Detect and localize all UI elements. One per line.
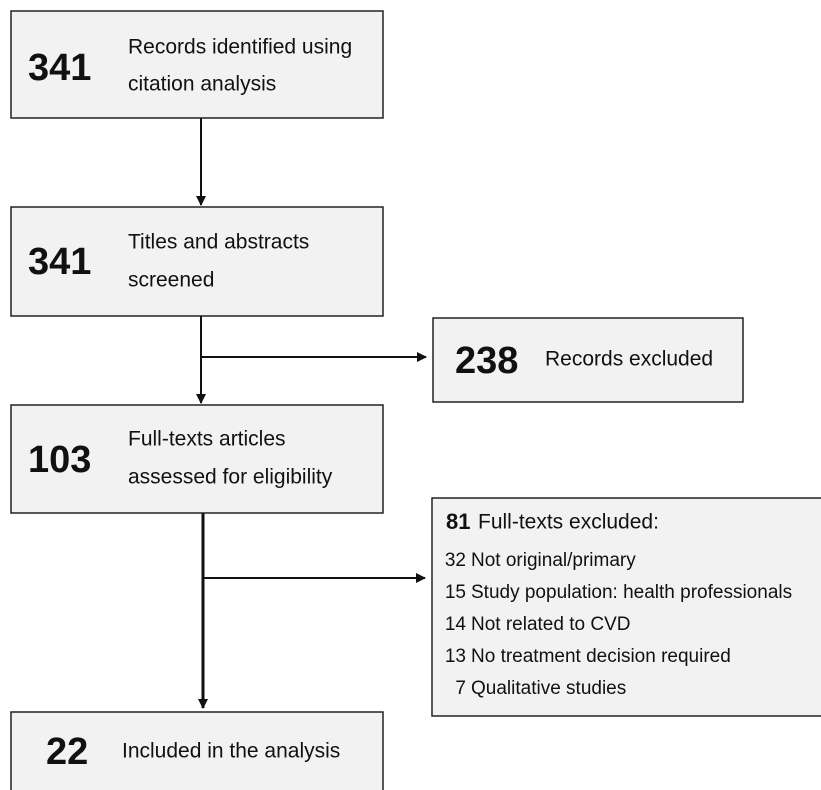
excluded-box: 238 Records excluded: [432, 317, 744, 403]
reason-label: Study population: health professionals: [471, 582, 792, 603]
reason-label: Not related to CVD: [471, 614, 630, 635]
reason-label: No treatment decision required: [471, 646, 731, 667]
box-frame: [10, 206, 384, 317]
box-frame: [432, 317, 744, 403]
box-frame: [431, 497, 821, 717]
box-label: citation analysis: [128, 73, 276, 96]
excluded-box: 81 Full-texts excluded: 32 Not original/p…: [431, 497, 821, 717]
box-label: Records identified using: [128, 36, 352, 59]
box-frame: [10, 10, 384, 119]
reason-label: Not original/primary: [471, 550, 636, 571]
box: 22 Included in the analysis: [10, 711, 384, 790]
box: 341 Titles and abstracts screened: [10, 206, 384, 317]
box-label: assessed for eligibility: [128, 466, 333, 489]
box-label: screened: [128, 269, 214, 292]
box-number: 81: [446, 509, 470, 534]
box-number: 341: [28, 47, 91, 89]
box-label: Full-texts excluded:: [478, 511, 659, 534]
reason-number: 15: [445, 582, 466, 603]
box-frame: [10, 404, 384, 514]
box-label: Records excluded: [545, 348, 713, 371]
reason-label: Qualitative studies: [471, 678, 626, 699]
box: 341 Records identified using citation an…: [10, 10, 384, 119]
reason-number: 13: [445, 646, 466, 667]
box-label: Full-texts articles: [128, 428, 286, 451]
box-frame: [10, 711, 384, 790]
box-number: 238: [455, 340, 518, 382]
box-label: Included in the analysis: [122, 740, 340, 763]
box: 103 Full-texts articles assessed for eli…: [10, 404, 384, 514]
box-number: 341: [28, 241, 91, 283]
reason-number: 7: [455, 678, 466, 699]
box-label: Titles and abstracts: [128, 231, 309, 254]
reason-number: 32: [445, 550, 466, 571]
box-number: 103: [28, 439, 91, 481]
reason-number: 14: [445, 614, 467, 635]
box-number: 22: [46, 731, 88, 773]
